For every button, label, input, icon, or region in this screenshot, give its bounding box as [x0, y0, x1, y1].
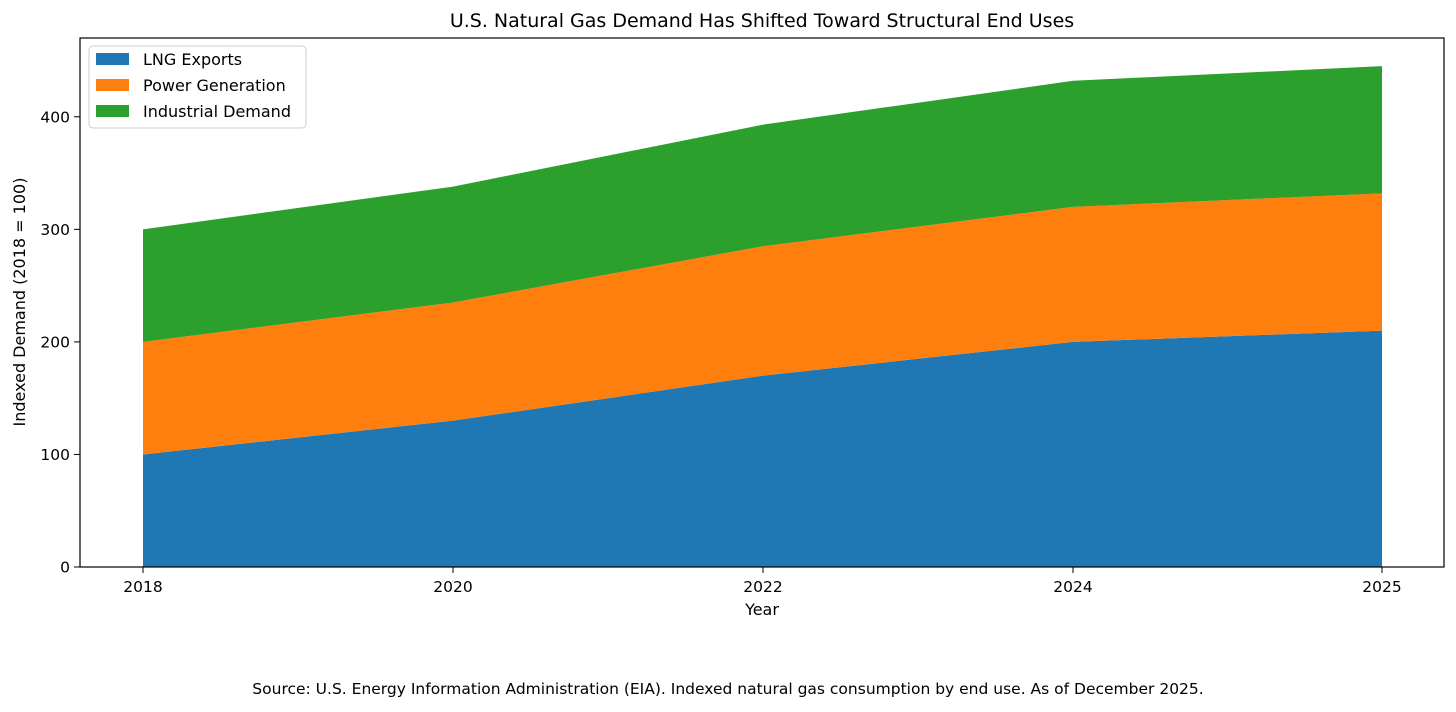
- legend-swatch: [96, 79, 129, 91]
- legend-label: LNG Exports: [143, 50, 242, 69]
- y-axis-ticks: 0 100 200 300 400: [40, 108, 80, 577]
- plot-frame: [79, 37, 1445, 568]
- x-tick-label: 2020: [433, 578, 472, 596]
- y-tick-label: 300: [40, 221, 70, 239]
- x-tick-label: 2018: [123, 578, 162, 596]
- x-tick-label: 2022: [743, 578, 782, 596]
- area-series-group: [143, 66, 1382, 567]
- legend-swatch: [96, 53, 129, 65]
- legend-box: [88, 45, 307, 129]
- y-tick-label: 0: [60, 559, 70, 577]
- x-axis-label: Year: [744, 600, 779, 619]
- y-tick-label: 400: [40, 108, 70, 126]
- source-note: Source: U.S. Energy Information Administ…: [252, 680, 1204, 698]
- area-industrial-demand: [143, 66, 1382, 342]
- legend-swatch: [96, 105, 129, 117]
- area-lng-exports: [143, 330, 1382, 567]
- area-power-generation: [143, 193, 1382, 455]
- y-tick-label: 200: [40, 333, 70, 351]
- x-axis-ticks: 2018 2020 2022 2024 2025: [123, 567, 1402, 596]
- x-tick-label: 2024: [1053, 578, 1092, 596]
- legend-label: Industrial Demand: [143, 102, 291, 121]
- x-tick-label: 2025: [1362, 578, 1401, 596]
- legend-label: Power Generation: [143, 76, 286, 95]
- legend: LNG Exports Power Generation Industrial De…: [88, 45, 307, 129]
- y-tick-label: 100: [40, 446, 70, 464]
- y-axis-label: Indexed Demand (2018 = 100): [10, 178, 29, 427]
- chart-title: U.S. Natural Gas Demand Has Shifted Towa…: [450, 10, 1074, 32]
